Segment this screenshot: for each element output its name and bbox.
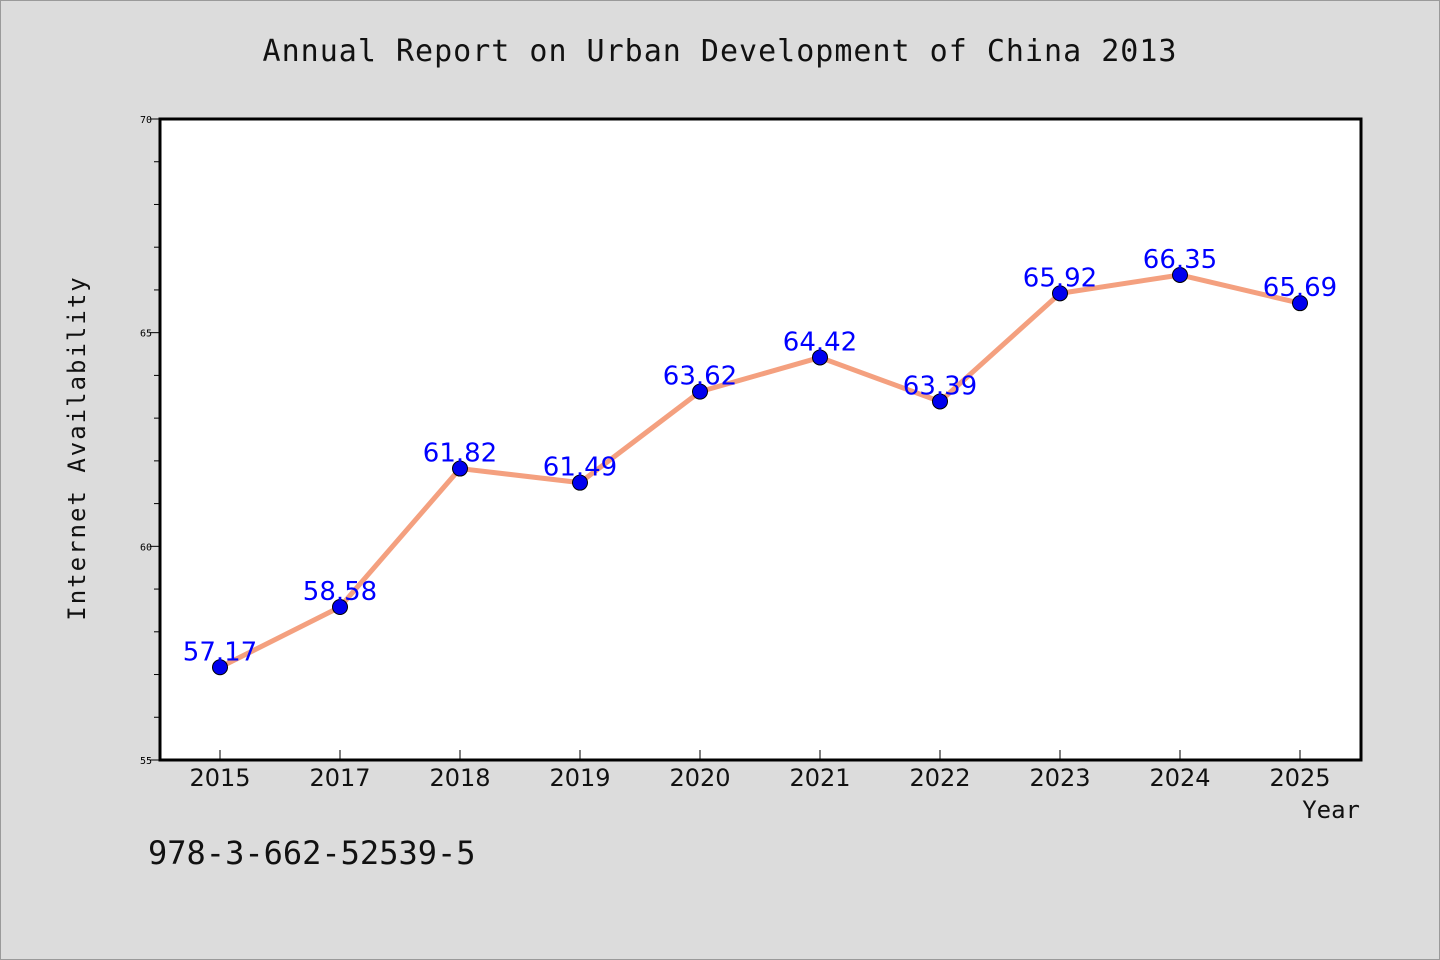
data-point <box>932 393 948 410</box>
data-label: 57.17 <box>183 637 257 667</box>
series-line <box>217 272 1303 670</box>
x-tick-label: 2015 <box>189 764 250 792</box>
x-tick-label: 2024 <box>1149 764 1210 792</box>
data-label: 65.69 <box>1263 273 1337 303</box>
y-tick-label: 55 <box>140 756 152 767</box>
y-tick-label: 60 <box>140 542 152 553</box>
y-tick-label: 65 <box>140 329 152 340</box>
data-point <box>572 474 588 491</box>
data-label: 64.42 <box>783 327 857 357</box>
chart-title: Annual Report on Urban Development of Ch… <box>262 34 1178 69</box>
data-label: 65.92 <box>1023 263 1097 293</box>
data-point <box>812 349 828 366</box>
series-markers <box>212 266 1308 676</box>
x-tick-label: 2023 <box>1029 764 1090 792</box>
isbn-text: 978-3-662-52539-5 <box>148 834 476 872</box>
data-label: 61.49 <box>543 453 617 483</box>
y-axis-label: Internet Availability <box>63 275 91 621</box>
x-tick-label: 2019 <box>549 764 610 792</box>
x-tick-label: 2020 <box>669 764 730 792</box>
data-point <box>452 460 468 477</box>
data-label: 61.82 <box>423 439 497 469</box>
data-point <box>1292 295 1308 312</box>
data-label: 66.35 <box>1143 245 1217 275</box>
data-label: 63.39 <box>903 371 977 401</box>
y-tick-label: 70 <box>140 115 152 126</box>
x-axis-label: Year <box>1302 796 1360 824</box>
data-label: 63.62 <box>663 362 737 392</box>
data-point <box>332 599 348 616</box>
data-labels: 57.17 58.58 61.82 61.49 63.62 64.42 63.39 65.92… <box>183 245 1337 667</box>
x-tick-label: 2017 <box>309 764 370 792</box>
x-tick-label: 2025 <box>1269 764 1330 792</box>
data-point <box>1052 285 1068 302</box>
data-point <box>1172 266 1188 283</box>
y-axis: 55 60 65 70 <box>140 115 160 767</box>
x-tick-label: 2021 <box>789 764 850 792</box>
data-point <box>212 659 228 676</box>
data-point <box>692 383 708 400</box>
data-label: 58.58 <box>303 577 377 607</box>
plot-area <box>158 117 1363 762</box>
x-axis: 2015 2017 2018 2019 2020 2021 2022 2023 2024 2025 <box>189 750 1331 792</box>
x-tick-label: 2018 <box>429 764 490 792</box>
x-tick-label: 2022 <box>909 764 970 792</box>
